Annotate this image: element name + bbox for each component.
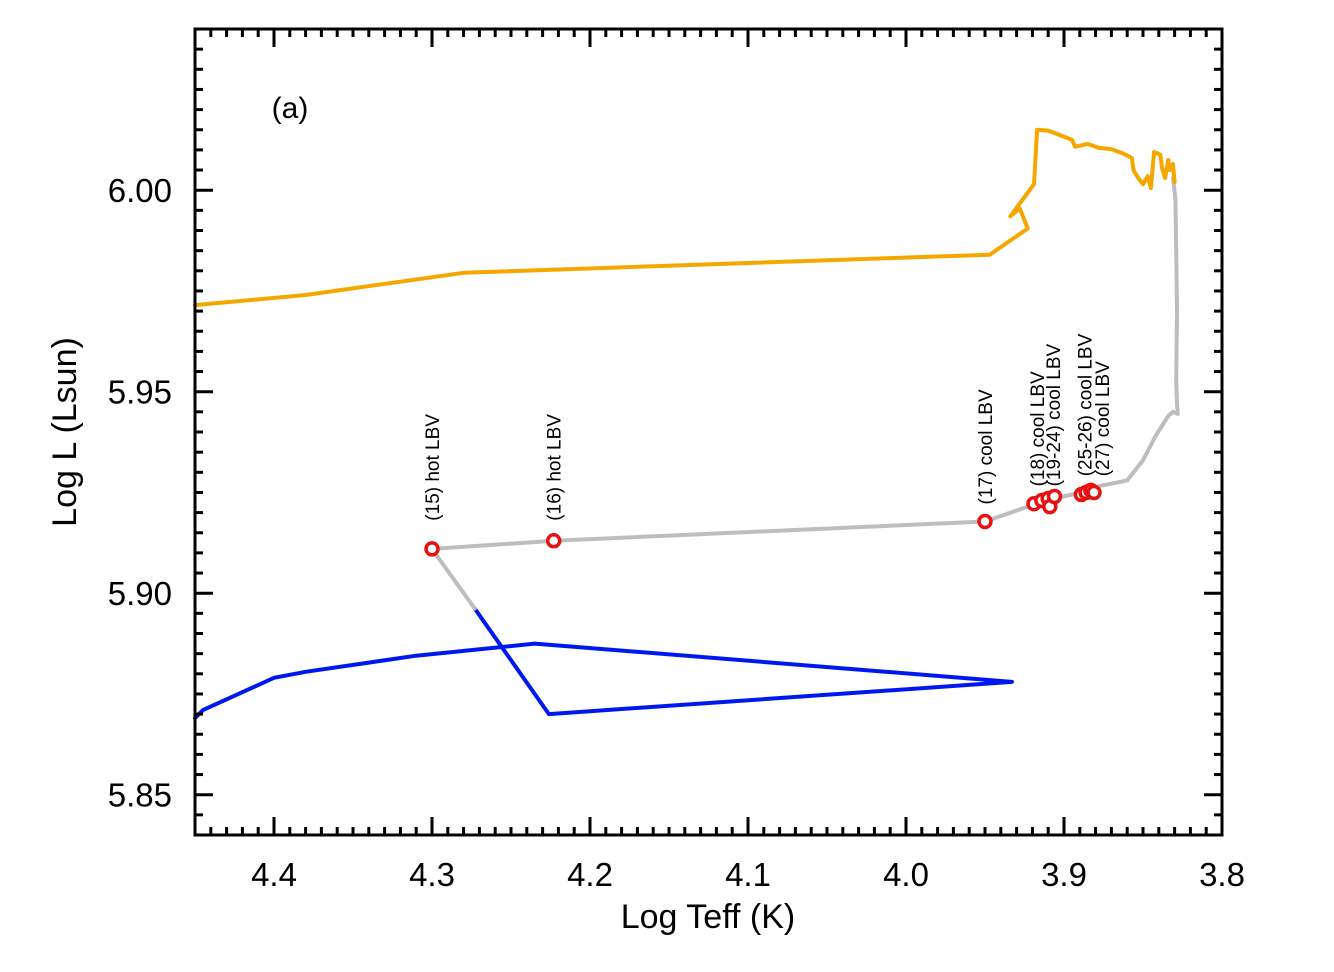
tick-layer: [193, 27, 1224, 837]
series-layer: [193, 127, 1180, 721]
x-tick-label: 4.2: [567, 856, 613, 893]
points-layer: [424, 482, 1102, 557]
x-tick-label: 3.8: [1199, 856, 1245, 893]
point-annotation: (27) cool LBV: [1093, 361, 1114, 476]
x-tick-label: 4.4: [251, 856, 297, 893]
x-tick-label: 3.9: [1041, 856, 1087, 893]
x-tick-label: 4.0: [883, 856, 929, 893]
y-tick-label: 5.95: [108, 374, 172, 411]
data-point: [977, 513, 993, 530]
track-series-2: [430, 176, 1180, 611]
point-annotation: (25-26) cool LBV: [1076, 333, 1097, 476]
y-tick-label: 6.00: [108, 172, 172, 209]
point-annotation: (19-24) cool LBV: [1044, 343, 1065, 486]
x-tick-label: 4.1: [725, 856, 771, 893]
data-point: [424, 541, 440, 557]
point-annotation: (15) hot LBV: [423, 414, 444, 521]
y-axis-title: Log L (Lsun): [46, 337, 84, 527]
tick-label-layer: 4.4 4.3 4.2 4.1 4.0 3.9 3.8 5.85 5.90 5.95 6.00: [108, 172, 1245, 893]
annotation-layer: (15) hot LBV (16) hot LBV (17) cool LBV (18…: [423, 333, 1114, 520]
point-annotation: (16) hot LBV: [545, 414, 566, 521]
point-annotation: (17) cool LBV: [976, 389, 997, 504]
track-series-3: [193, 127, 1177, 308]
track-series-1: [193, 606, 1014, 721]
panel-label: (a): [272, 92, 309, 125]
data-point: [545, 533, 562, 549]
data-point: [1086, 484, 1102, 501]
point-annotation: (18) cool LBV: [1028, 371, 1049, 486]
x-tick-label: 4.3: [409, 856, 455, 893]
plot-frame: [193, 27, 1224, 837]
y-tick-label: 5.85: [108, 777, 172, 814]
x-axis-title: Log Teff (K): [621, 898, 796, 936]
y-tick-label: 5.90: [108, 575, 172, 612]
data-point: [1046, 488, 1063, 505]
